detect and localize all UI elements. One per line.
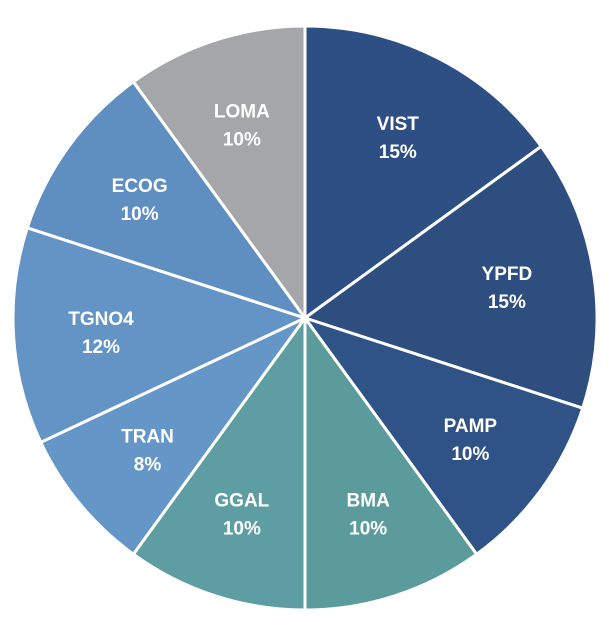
slice-value-loma: 10% xyxy=(223,130,261,151)
slice-value-ypfd: 15% xyxy=(488,292,526,313)
slice-label-loma: LOMA xyxy=(214,102,270,123)
slice-value-ecog: 10% xyxy=(121,204,159,225)
slice-label-tran: TRAN xyxy=(121,426,174,447)
pie-slice-ecog xyxy=(25,80,307,320)
pie-labels: VIST 15% YPFD 15% PAMP 10% BMA 10% GGAL 10% TRAN 8%… xyxy=(68,102,532,540)
slice-label-ypfd: YPFD xyxy=(482,264,533,285)
slice-value-bma: 10% xyxy=(349,518,387,539)
slice-value-tgno4: 12% xyxy=(82,337,120,358)
slice-value-vist: 15% xyxy=(379,142,417,163)
pie-slice-ypfd xyxy=(303,144,599,410)
slice-label-ggal: GGAL xyxy=(214,490,269,511)
pie-slice-vist xyxy=(303,24,543,320)
slice-label-ecog: ECOG xyxy=(112,176,168,197)
pie-slice-pamp xyxy=(303,316,585,556)
pie-slice-ggal xyxy=(131,316,307,612)
slice-label-tgno4: TGNO4 xyxy=(68,309,134,330)
pie-slice-tran xyxy=(39,316,307,556)
pie-slice-tgno4 xyxy=(11,226,307,444)
slice-label-bma: BMA xyxy=(347,490,391,511)
slice-value-ggal: 10% xyxy=(223,518,261,539)
pie-slices xyxy=(11,24,599,612)
slice-value-tran: 8% xyxy=(134,454,162,475)
pie-slice-loma xyxy=(131,24,307,320)
slice-value-pamp: 10% xyxy=(451,444,489,465)
slice-label-vist: VIST xyxy=(377,114,420,135)
pie-slice-bma xyxy=(303,316,479,612)
slice-label-pamp: PAMP xyxy=(444,416,498,437)
